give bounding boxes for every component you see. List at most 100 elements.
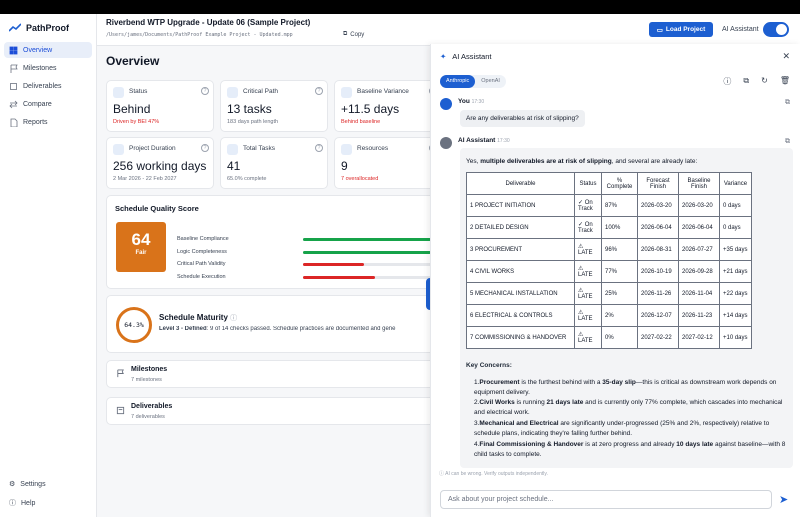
table-cell: 2027-02-22 — [637, 326, 679, 349]
card-value: 41 — [227, 159, 241, 173]
card-label: Resources — [357, 145, 389, 152]
trash-icon[interactable]: 🗑 — [779, 76, 790, 85]
quality-metric-label: Logic Completeness — [177, 248, 227, 255]
quality-score: 64 — [131, 230, 151, 249]
ai-panel-header: ✦ AI Assistant — [440, 52, 491, 61]
concern-bold: 10 days late — [676, 441, 714, 448]
table-header: % Complete — [601, 172, 638, 195]
ai-assistant-toggle[interactable] — [763, 22, 789, 37]
copy-icon[interactable]: ⧉ — [743, 76, 750, 85]
load-project-button[interactable]: ▭ Load Project — [649, 22, 713, 37]
concern-bold: Mechanical and Electrical — [479, 420, 559, 427]
sidebar-item-label: Settings — [20, 480, 46, 488]
chat-input[interactable]: Ask about your project schedule... — [440, 490, 772, 509]
stat-card-critical-path: Critical Path? 13 tasks 183 days path leng… — [220, 80, 328, 132]
table-header: Deliverable — [466, 172, 575, 195]
card-subtext: 65.0% complete — [227, 176, 267, 182]
table-row: 2 DETAILED DESIGN ✓ On Track 100% 2026-06-0… — [466, 216, 752, 239]
send-icon[interactable]: ➤ — [779, 494, 789, 506]
copy-message-icon[interactable]: ⧉ — [785, 99, 790, 106]
table-row: 5 MECHANICAL INSTALLATION ⚠ LATE 25% 2026-1… — [466, 282, 752, 305]
quality-metric-label: Schedule Execution — [177, 273, 226, 280]
help-icon[interactable]: ? — [315, 87, 323, 95]
flag-icon — [117, 369, 124, 378]
table-cell: 96% — [601, 238, 638, 261]
sidebar-item-milestones[interactable]: Milestones — [4, 60, 92, 76]
deliverables-section[interactable]: Deliverables 7 deliverables — [106, 397, 446, 425]
card-subtext: 7 overallocated — [341, 176, 379, 182]
table-cell: 2026-11-23 — [678, 304, 720, 327]
table-cell: +22 days — [719, 282, 752, 305]
user-message-header: You 17:30 — [440, 98, 484, 110]
card-label: Total Tasks — [243, 145, 276, 152]
help-icon[interactable]: ⓘ — [230, 315, 238, 322]
table-cell: 2026-10-19 — [637, 260, 679, 283]
quality-metric-bar — [303, 275, 375, 279]
deliverables-table: Deliverable Status% Complete Forecast Fini… — [466, 172, 752, 349]
table-row: 1 PROJECT INITIATION ✓ On Track 87% 2026-03… — [466, 194, 752, 217]
help-icon[interactable]: ? — [201, 144, 209, 152]
provider-openai[interactable]: OpenAI — [481, 78, 500, 84]
concern-text: is at zero progress and already — [583, 441, 677, 448]
sidebar-item-label: Compare — [23, 100, 52, 108]
card-value: Behind — [113, 102, 151, 116]
stat-card-total-tasks: Total Tasks? 41 65.0% complete — [220, 137, 328, 189]
milestones-section[interactable]: Milestones 7 milestones — [106, 360, 446, 388]
sidebar-item-deliverables[interactable]: Deliverables — [4, 78, 92, 94]
table-cell: 6 ELECTRICAL & CONTROLS — [466, 304, 575, 327]
ai-disclaimer: ⓘ AI can be wrong. Verify outputs indepe… — [439, 470, 548, 477]
table-row: 3 PROCUREMENT ⚠ LATE 96% 2026-08-31 2026-07-… — [466, 238, 752, 261]
concern-text: and is currently only 77% complete, whic… — [474, 399, 783, 416]
intro-prefix: Yes, — [466, 158, 481, 165]
compare-icon — [9, 100, 18, 108]
provider-anthropic[interactable]: Anthropic — [440, 75, 476, 88]
sidebar-item-compare[interactable]: Compare — [4, 96, 92, 112]
copy-button[interactable]: ⧉ Copy — [343, 31, 364, 38]
table-row: 6 ELECTRICAL & CONTROLS ⚠ LATE 2% 2026-12-0… — [466, 304, 752, 327]
stat-card-project-duration: Project Duration? 256 working days 2 Mar 2… — [106, 137, 214, 189]
help-icon[interactable]: ? — [201, 87, 209, 95]
concern-bold: Final Commissioning & Handover — [479, 441, 584, 448]
milestones-count: 7 milestones — [131, 377, 162, 383]
project-title: Riverbend WTP Upgrade - Update 06 (Sampl… — [106, 18, 311, 27]
quality-metric-bar — [303, 250, 432, 254]
table-cell: 0% — [601, 326, 638, 349]
table-cell: 2026-09-28 — [678, 260, 720, 283]
table-cell: ✓ On Track — [574, 194, 602, 217]
maturity-title: Schedule Maturity ⓘ — [159, 313, 237, 323]
gear-icon: ⚙ — [9, 481, 16, 488]
top-bar: Riverbend WTP Upgrade - Update 06 (Sampl… — [97, 14, 800, 46]
copy-message-icon[interactable]: ⧉ — [785, 138, 790, 145]
sidebar-item-settings[interactable]: ⚙ Settings — [9, 480, 46, 489]
stat-card-status: Status? Behind Driven by BEI 47% — [106, 80, 214, 132]
refresh-icon[interactable]: ↻ — [761, 76, 768, 85]
concern-number: 2. — [474, 399, 480, 406]
panel-toolbar: ⓘ ⧉ ↻ 🗑 — [723, 76, 790, 87]
user-time: 17:30 — [471, 99, 485, 105]
ai-panel-title: AI Assistant — [452, 52, 492, 61]
table-cell: 2027-02-12 — [678, 326, 720, 349]
maturity-detail-text: : 9 of 14 checks passed. Schedule practi… — [206, 326, 396, 332]
info-icon[interactable]: ⓘ — [723, 77, 732, 86]
trend-logo-icon — [9, 23, 21, 32]
table-cell: +14 days — [719, 304, 752, 327]
schedule-quality-title: Schedule Quality Score — [115, 204, 199, 213]
table-cell: ⚠ LATE — [574, 304, 602, 327]
ai-intro: Yes, multiple deliverables are at risk o… — [466, 158, 697, 165]
app-name: PathProof — [26, 23, 70, 33]
sidebar-item-help[interactable]: ⓘ Help — [9, 498, 35, 508]
close-icon[interactable]: ✕ — [782, 51, 790, 61]
concern-text: are significantly under-progressed (25% … — [474, 420, 770, 437]
card-icon — [113, 144, 124, 155]
sidebar-item-overview[interactable]: Overview — [4, 42, 92, 58]
card-value: 9 — [341, 159, 348, 173]
table-cell: 2026-12-07 — [637, 304, 679, 327]
card-icon — [113, 87, 124, 98]
help-icon[interactable]: ? — [315, 144, 323, 152]
table-cell: 4 CIVIL WORKS — [466, 260, 575, 283]
info-icon: ⓘ — [439, 471, 445, 477]
table-cell: +10 days — [719, 326, 752, 349]
sidebar-item-reports[interactable]: Reports — [4, 114, 92, 130]
table-cell: ⚠ LATE — [574, 282, 602, 305]
quality-metric-label: Baseline Compliance — [177, 236, 229, 242]
